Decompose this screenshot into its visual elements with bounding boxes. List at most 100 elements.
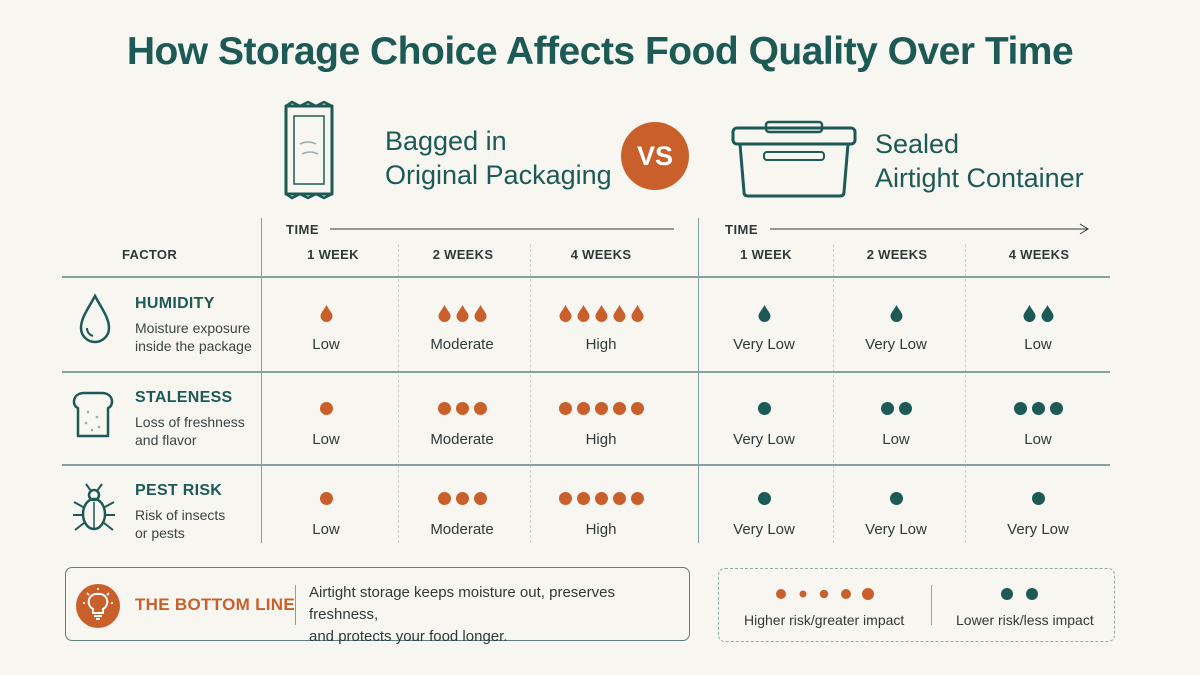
rating-dot	[319, 401, 333, 415]
water-drop-icon	[79, 293, 111, 344]
rating-dot	[455, 491, 469, 505]
header-rule	[62, 276, 1110, 278]
rating-dot	[757, 491, 771, 505]
col-head-bagged-4: 4 WEEKS	[570, 247, 632, 262]
rating-label: Moderate	[430, 431, 494, 448]
rating-dot	[1031, 401, 1045, 415]
bread-slice-icon	[72, 391, 114, 438]
rating-label: Low	[312, 431, 340, 448]
rating-marks	[696, 397, 832, 419]
rating-label: Very Low	[733, 521, 795, 538]
vs-badge: VS	[621, 122, 689, 190]
time-label-bagged: TIME	[286, 222, 320, 237]
rating-dot	[889, 491, 903, 505]
rating-marks	[258, 302, 394, 324]
factor-name-staleness: STALENESS	[135, 389, 233, 406]
rating-cell-sealed: Very Low	[696, 397, 832, 448]
legend-dot	[1001, 588, 1013, 600]
factor-desc-line: Risk of insects	[135, 507, 226, 523]
col-head-bagged-1: 1 WEEK	[307, 247, 359, 262]
factor-desc-humidity: Moisture exposure inside the package	[135, 319, 265, 355]
bottom-line-text: Airtight storage keeps moisture out, pre…	[309, 582, 679, 648]
rating-marks	[696, 487, 832, 509]
col-head-bagged-2: 2 WEEKS	[432, 247, 494, 262]
rating-dot	[880, 401, 894, 415]
rating-label: Very Low	[865, 336, 927, 353]
rating-cell-sealed: Low	[970, 302, 1106, 353]
page-title: How Storage Choice Affects Food Quality …	[126, 30, 1074, 73]
legend-low-dots	[1001, 588, 1038, 600]
rating-dot	[1031, 491, 1045, 505]
row-rule	[62, 371, 1110, 373]
rating-cell-sealed: Low	[828, 397, 964, 448]
factor-header: FACTOR	[122, 247, 178, 262]
rating-marks	[828, 302, 964, 324]
legend-dot	[776, 589, 786, 599]
legend-dot	[862, 588, 874, 600]
factor-desc-line: inside the package	[135, 338, 252, 354]
rating-dot	[455, 401, 469, 415]
rating-cell-bagged: High	[533, 302, 669, 353]
rating-dot	[1049, 401, 1063, 415]
rating-marks	[533, 397, 669, 419]
factor-desc-staleness: Loss of freshness and flavor	[135, 413, 265, 449]
rating-dot	[473, 401, 487, 415]
legend-high-dots	[776, 588, 874, 600]
rating-label: High	[585, 521, 617, 538]
col-divider	[833, 244, 834, 543]
rating-drop	[320, 304, 332, 322]
rating-label: Low	[1024, 431, 1052, 448]
rating-dot	[558, 401, 572, 415]
rating-dot	[576, 401, 590, 415]
rating-drop	[577, 304, 589, 322]
rating-label: Very Low	[733, 336, 795, 353]
rating-label: Moderate	[430, 521, 494, 538]
legend-divider	[931, 585, 932, 625]
factor-name-pest-risk: PEST RISK	[135, 482, 223, 499]
sealed-title: Sealed Airtight Container	[875, 127, 1084, 195]
bottom-line-divider	[295, 585, 296, 625]
bottom-line-text-line: and protects your food longer.	[309, 628, 508, 645]
rating-dot	[437, 401, 451, 415]
rating-dot	[612, 491, 626, 505]
rating-marks	[828, 487, 964, 509]
rating-marks	[258, 397, 394, 419]
rating-marks	[533, 302, 669, 324]
rating-dot	[319, 491, 333, 505]
row-rule	[62, 464, 1110, 466]
rating-label: Very Low	[733, 431, 795, 448]
col-divider	[398, 244, 399, 543]
rating-cell-sealed: Very Low	[970, 487, 1106, 538]
rating-drop	[438, 304, 450, 322]
col-head-sealed-4: 4 WEEKS	[1008, 247, 1070, 262]
rating-marks	[970, 302, 1106, 324]
rating-cell-bagged: High	[533, 487, 669, 538]
legend-high-label: Higher risk/greater impact	[744, 612, 905, 628]
bottom-line-title: THE BOTTOM LINE	[135, 595, 296, 614]
rating-dot	[594, 401, 608, 415]
bottom-line-box	[65, 567, 690, 641]
lightbulb-icon	[76, 584, 120, 628]
rating-marks	[828, 397, 964, 419]
rating-label: Low	[312, 336, 340, 353]
rating-marks	[394, 487, 530, 509]
legend-dot	[799, 590, 807, 598]
rating-dot	[612, 401, 626, 415]
rating-dot	[898, 401, 912, 415]
rating-label: Low	[312, 521, 340, 538]
sealed-title-line2: Airtight Container	[875, 163, 1084, 193]
factor-desc-pest-risk: Risk of insects or pests	[135, 506, 265, 542]
rating-label: High	[585, 431, 617, 448]
rating-label: Moderate	[430, 336, 494, 353]
bagged-title-line1: Bagged in	[385, 126, 507, 156]
rating-cell-sealed: Low	[970, 397, 1106, 448]
rating-cell-bagged: Low	[258, 302, 394, 353]
time-arrow-sealed	[770, 223, 1089, 235]
rating-drop	[595, 304, 607, 322]
col-head-sealed-1: 1 WEEK	[740, 247, 792, 262]
rating-drop	[474, 304, 486, 322]
airtight-container-icon	[731, 120, 857, 198]
rating-drop	[758, 304, 770, 322]
rating-cell-bagged: Low	[258, 487, 394, 538]
rating-dot	[473, 491, 487, 505]
